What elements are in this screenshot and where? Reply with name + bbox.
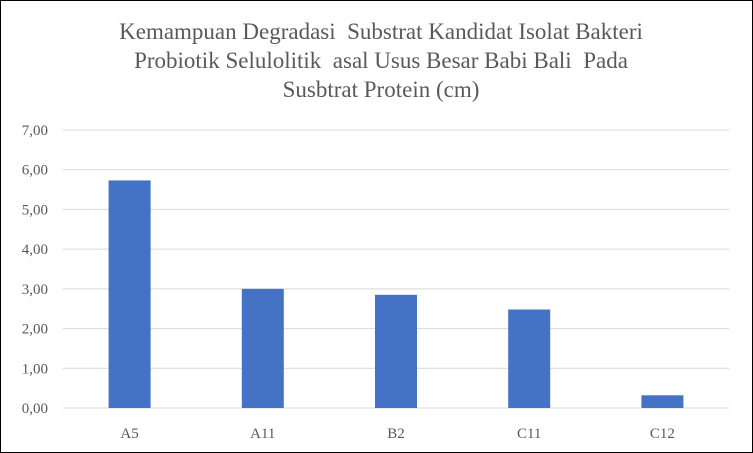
y-tick-label: 6,00 [22,163,48,179]
x-category-label: C11 [517,426,541,442]
bar-a5 [108,180,151,408]
chart-title-line-3: Susbtrat Protein (cm) [282,77,480,102]
bar-c11 [508,309,551,408]
y-tick-label: 4,00 [22,242,48,258]
y-tick-label: 2,00 [22,322,48,338]
y-tick-label: 7,00 [22,123,48,139]
chart-title-line-2: Probiotik Selulolitik asal Usus Besar Ba… [134,48,628,73]
chart-title-line-1: Kemampuan Degradasi Substrat Kandidat Is… [119,19,643,44]
x-category-label: B2 [387,426,405,442]
y-tick-label: 3,00 [22,282,48,298]
chart-title: Kemampuan Degradasi Substrat Kandidat Is… [61,17,701,104]
y-axis-ticks: 0,00 1,00 2,00 3,00 4,00 5,00 6,00 7,00 [22,123,48,417]
bar-a11 [241,288,284,408]
x-category-label: A5 [120,426,138,442]
bar-c12 [641,395,684,408]
x-axis-categories: A5 A11 B2 C11 C12 [120,426,674,442]
y-tick-label: 0,00 [22,401,48,417]
bars [108,180,684,408]
x-category-label: C12 [650,426,675,442]
x-category-label: A11 [250,426,275,442]
bar-b2 [375,294,417,408]
y-tick-label: 1,00 [22,361,48,377]
y-tick-label: 5,00 [22,202,48,218]
